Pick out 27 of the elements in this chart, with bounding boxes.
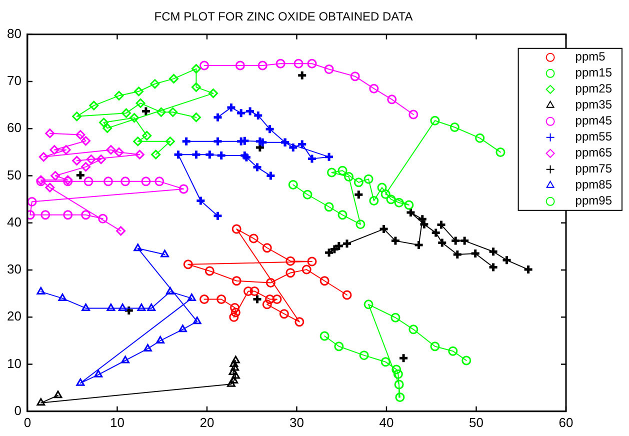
- x-tick-label: 10: [110, 414, 124, 430]
- y-tick-label: 70: [6, 73, 22, 88]
- legend-label: ppm5: [575, 50, 606, 64]
- legend-label: ppm55: [575, 130, 612, 144]
- x-tick-label: 60: [558, 414, 574, 430]
- y-tick-label: 20: [6, 308, 22, 324]
- x-tick-label: 0: [24, 414, 32, 430]
- chart-title: FCM PLOT FOR ZINC OXIDE OBTAINED DATA: [154, 10, 413, 24]
- y-tick-label: 30: [6, 262, 22, 277]
- x-tick-label: 40: [379, 414, 394, 430]
- y-tick-label: 0: [14, 402, 22, 418]
- legend-label: ppm85: [575, 178, 612, 192]
- legend-label: ppm75: [575, 162, 612, 176]
- legend-label: ppm35: [575, 98, 612, 112]
- legend-label: ppm65: [575, 146, 612, 160]
- x-tick-label: 20: [200, 414, 214, 430]
- y-tick-label: 10: [6, 356, 22, 371]
- legend-label: ppm45: [575, 114, 612, 128]
- legend-label: ppm25: [575, 82, 612, 96]
- y-tick-label: 80: [6, 26, 22, 41]
- legend-label: ppm15: [575, 66, 612, 80]
- x-tick-label: 50: [469, 414, 484, 430]
- y-tick-label: 50: [6, 167, 22, 182]
- y-tick-label: 60: [6, 120, 22, 136]
- x-tick-label: 30: [289, 414, 304, 430]
- y-tick-label: 40: [6, 214, 22, 230]
- legend-label: ppm95: [575, 194, 612, 208]
